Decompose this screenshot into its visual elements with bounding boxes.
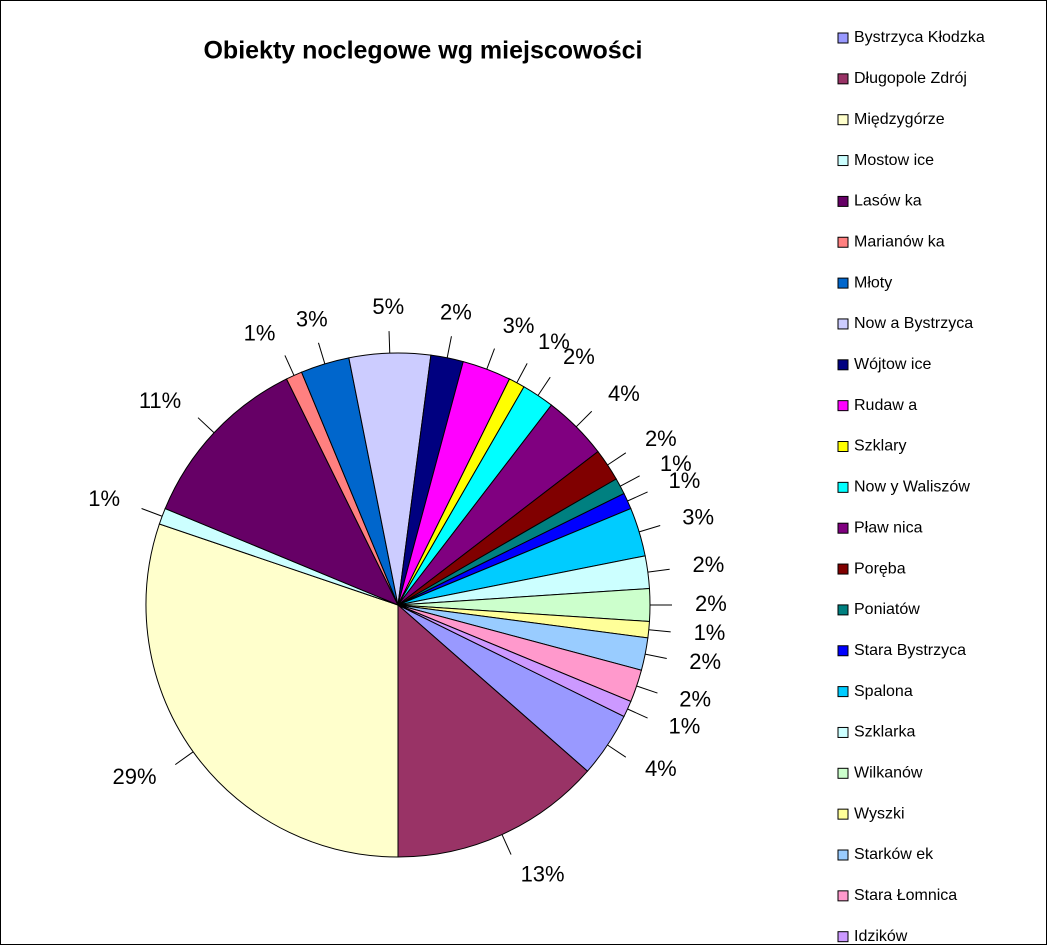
legend-swatch	[837, 400, 849, 412]
legend-label: Wilkanów	[854, 765, 923, 782]
legend-swatch	[837, 890, 849, 902]
leader-line	[627, 708, 648, 719]
leader-line	[647, 568, 670, 573]
legend-swatch	[837, 277, 849, 289]
data-label: 2%	[679, 686, 711, 711]
data-label: 1%	[694, 620, 726, 645]
data-label: 2%	[692, 552, 724, 577]
data-label: 1%	[244, 320, 276, 345]
legend-label: Pław nica	[854, 519, 923, 536]
leader-line	[197, 417, 215, 434]
legend-swatch	[837, 73, 849, 85]
legend-swatch	[837, 645, 849, 657]
legend-label: Now a Bystrzyca	[854, 315, 973, 332]
leader-line	[388, 331, 391, 354]
legend-swatch	[837, 195, 849, 207]
data-label: 1%	[538, 329, 570, 354]
legend-swatch	[837, 931, 849, 943]
data-label: 2%	[563, 344, 595, 369]
legend-label: Spalona	[854, 683, 913, 700]
data-label: 13%	[521, 861, 565, 886]
legend-label: Rudaw a	[854, 397, 917, 414]
legend-swatch	[837, 318, 849, 330]
legend-label: Młoty	[854, 274, 892, 291]
legend-label: Poniatów	[854, 601, 920, 618]
legend-label: Długopole Zdrój	[854, 70, 967, 87]
legend-label: Międzygórze	[854, 111, 945, 128]
data-label: 29%	[113, 764, 157, 789]
leader-line	[537, 376, 551, 396]
legend-swatch	[837, 481, 849, 493]
legend-label: Wyszki	[854, 805, 905, 822]
data-label: 2%	[689, 649, 721, 674]
legend-label: Marianów ka	[854, 233, 945, 250]
legend-swatch	[837, 808, 849, 820]
leader-line	[639, 524, 661, 533]
leader-line	[141, 508, 163, 517]
legend-swatch	[837, 726, 849, 738]
legend-swatch	[837, 32, 849, 44]
data-label: 2%	[695, 591, 727, 616]
leader-line	[486, 348, 495, 370]
leader-line	[174, 751, 194, 766]
chart-title: Obiekty noclegowe wg miejscowości	[203, 37, 642, 65]
leader-line	[446, 336, 452, 358]
legend-label: Szklary	[854, 438, 906, 455]
legend-swatch	[837, 849, 849, 861]
data-label: 1%	[669, 713, 701, 738]
pie-slice	[145, 523, 399, 858]
data-label: 2%	[645, 426, 677, 451]
legend-swatch	[837, 604, 849, 616]
legend-label: Poręba	[854, 560, 906, 577]
leader-line	[284, 355, 295, 376]
leader-line	[636, 685, 658, 694]
legend-swatch	[837, 359, 849, 371]
data-label: 1%	[660, 451, 692, 476]
data-label: 1%	[669, 468, 701, 493]
legend-swatch	[837, 441, 849, 452]
legend-label: Szklarka	[854, 724, 915, 741]
leader-line	[607, 744, 627, 758]
leader-line	[607, 452, 627, 466]
leader-line	[516, 363, 528, 383]
pie-slice	[397, 603, 589, 858]
leader-line	[501, 834, 512, 855]
legend-label: Idzików	[854, 928, 908, 945]
legend-label: Wójtow ice	[854, 356, 931, 373]
legend-swatch	[837, 114, 849, 126]
leader-line	[627, 491, 648, 502]
leader-line	[645, 653, 667, 659]
legend-swatch	[837, 767, 849, 779]
legend-label: Stara Łomnica	[854, 887, 957, 904]
data-label: 4%	[645, 756, 677, 781]
legend-label: Starków ek	[854, 846, 934, 863]
legend-label: Lasów ka	[854, 193, 922, 210]
legend-swatch	[837, 155, 849, 167]
legend-label: Mostow ice	[854, 152, 934, 169]
data-label: 11%	[139, 388, 181, 413]
legend-label: Bystrzyca Kłodzka	[854, 29, 985, 46]
legend-label: Stara Bystrzyca	[854, 642, 966, 659]
data-label: 4%	[608, 381, 640, 406]
data-label: 3%	[682, 505, 714, 530]
legend-swatch	[837, 522, 849, 534]
data-label: 1%	[88, 486, 120, 511]
data-label: 5%	[372, 294, 404, 319]
leader-line	[575, 410, 593, 428]
leader-line	[648, 629, 671, 633]
data-label: 3%	[296, 307, 328, 332]
leader-line	[317, 342, 326, 364]
leader-line	[620, 475, 640, 487]
data-label: 2%	[440, 300, 472, 325]
legend-swatch	[837, 236, 849, 248]
legend-label: Now y Waliszów	[854, 479, 970, 496]
data-label: 3%	[503, 313, 535, 338]
legend-swatch	[837, 686, 849, 698]
legend-swatch	[837, 563, 849, 575]
